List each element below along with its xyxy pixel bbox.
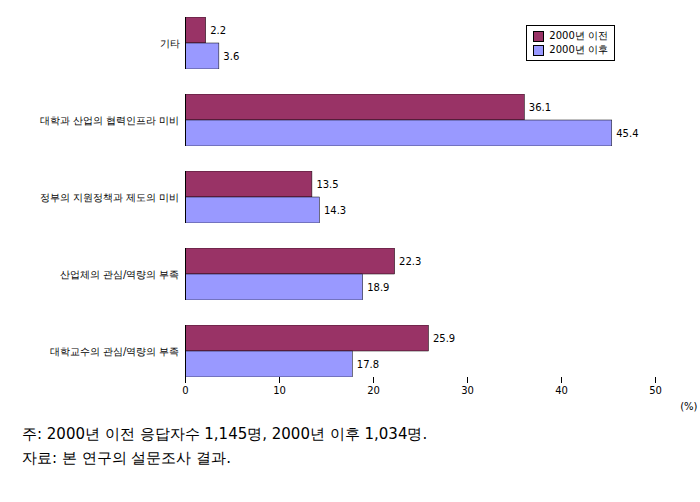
- svg-text:대학과 산업의 협력인프라 미비: 대학과 산업의 협력인프라 미비: [40, 115, 180, 126]
- svg-text:36.1: 36.1: [529, 102, 551, 113]
- svg-text:2.2: 2.2: [210, 25, 226, 36]
- svg-text:기타: 기타: [160, 38, 180, 49]
- html-text:2000년 이후: 2000년 이후: [549, 44, 608, 55]
- svg-text:0: 0: [182, 385, 188, 396]
- svg-text:45.4: 45.4: [616, 128, 638, 139]
- svg-text:50: 50: [649, 385, 662, 396]
- svg-text:3.6: 3.6: [223, 51, 239, 62]
- svg-text:22.3: 22.3: [399, 256, 421, 267]
- html-text:자료: 본 연구의 설문조사 결과.: 자료: 본 연구의 설문조사 결과.: [22, 449, 231, 467]
- svg-text:13.5: 13.5: [316, 179, 338, 190]
- svg-text:30: 30: [461, 385, 474, 396]
- svg-text:17.8: 17.8: [357, 359, 379, 370]
- svg-text:40: 40: [555, 385, 568, 396]
- svg-text:18.9: 18.9: [367, 282, 389, 293]
- svg-text:20: 20: [367, 385, 380, 396]
- svg-text:10: 10: [273, 385, 286, 396]
- svg-text:(%): (%): [680, 401, 697, 412]
- svg-text:대학교수의 관심/역량의 부족: 대학교수의 관심/역량의 부족: [50, 346, 180, 357]
- svg-text:25.9: 25.9: [433, 333, 455, 344]
- html-text:2000년 이전: 2000년 이전: [549, 30, 608, 41]
- svg-text:14.3: 14.3: [324, 205, 346, 216]
- html-text:주: 2000년 이전 응답자수 1,145명, 2000년: 주: 2000년 이전 응답자수 1,145명, 2000년 이후 1,034명…: [22, 425, 428, 443]
- svg-text:산업체의 관심/역량의 부족: 산업체의 관심/역량의 부족: [60, 269, 180, 280]
- svg-text:정부의 지원정책과 제도의 미비: 정부의 지원정책과 제도의 미비: [40, 192, 180, 203]
